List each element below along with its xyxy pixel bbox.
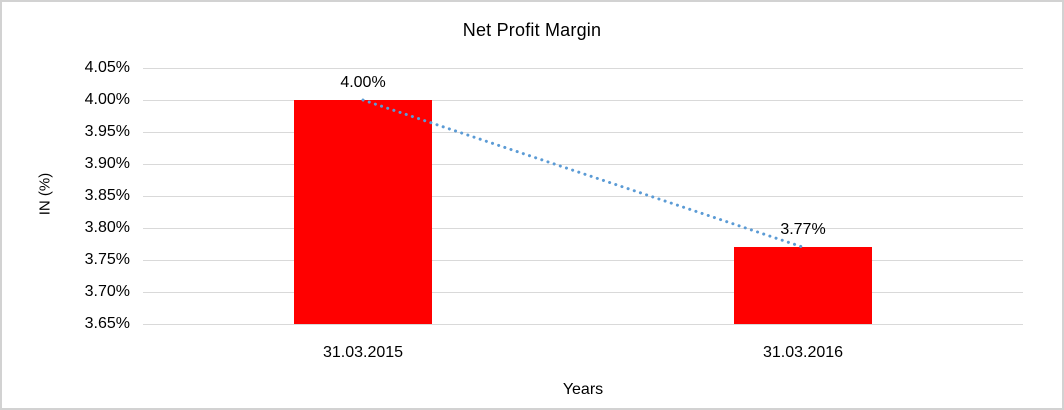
gridline xyxy=(143,324,1023,325)
bar-31.03.2016 xyxy=(734,247,872,324)
data-label: 4.00% xyxy=(340,74,386,91)
gridline xyxy=(143,68,1023,69)
bar-31.03.2015 xyxy=(294,100,432,324)
chart-title: Net Profit Margin xyxy=(462,20,602,40)
gridline xyxy=(143,292,1023,293)
gridline xyxy=(143,228,1023,229)
y-tick-label: 3.80% xyxy=(84,219,130,236)
y-tick-label: 3.95% xyxy=(84,123,130,140)
trendline xyxy=(361,98,805,249)
y-tick-label: 4.05% xyxy=(84,59,130,76)
data-label: 3.77% xyxy=(780,221,826,238)
gridline xyxy=(143,196,1023,197)
y-tick-label: 3.70% xyxy=(84,283,130,300)
y-tick-label: 3.85% xyxy=(84,187,130,204)
y-tick-label: 3.75% xyxy=(84,251,130,268)
y-tick-label: 4.00% xyxy=(84,91,130,108)
x-category-label: 31.03.2016 xyxy=(762,344,844,361)
x-category-label: 31.03.2015 xyxy=(322,344,404,361)
gridline xyxy=(143,100,1023,101)
gridline xyxy=(143,132,1023,133)
y-tick-label: 3.65% xyxy=(84,315,130,332)
x-axis-title: Years xyxy=(562,381,604,398)
plot-area xyxy=(143,68,1023,325)
y-tick-label: 3.90% xyxy=(84,155,130,172)
gridline xyxy=(143,260,1023,261)
gridline xyxy=(143,164,1023,165)
